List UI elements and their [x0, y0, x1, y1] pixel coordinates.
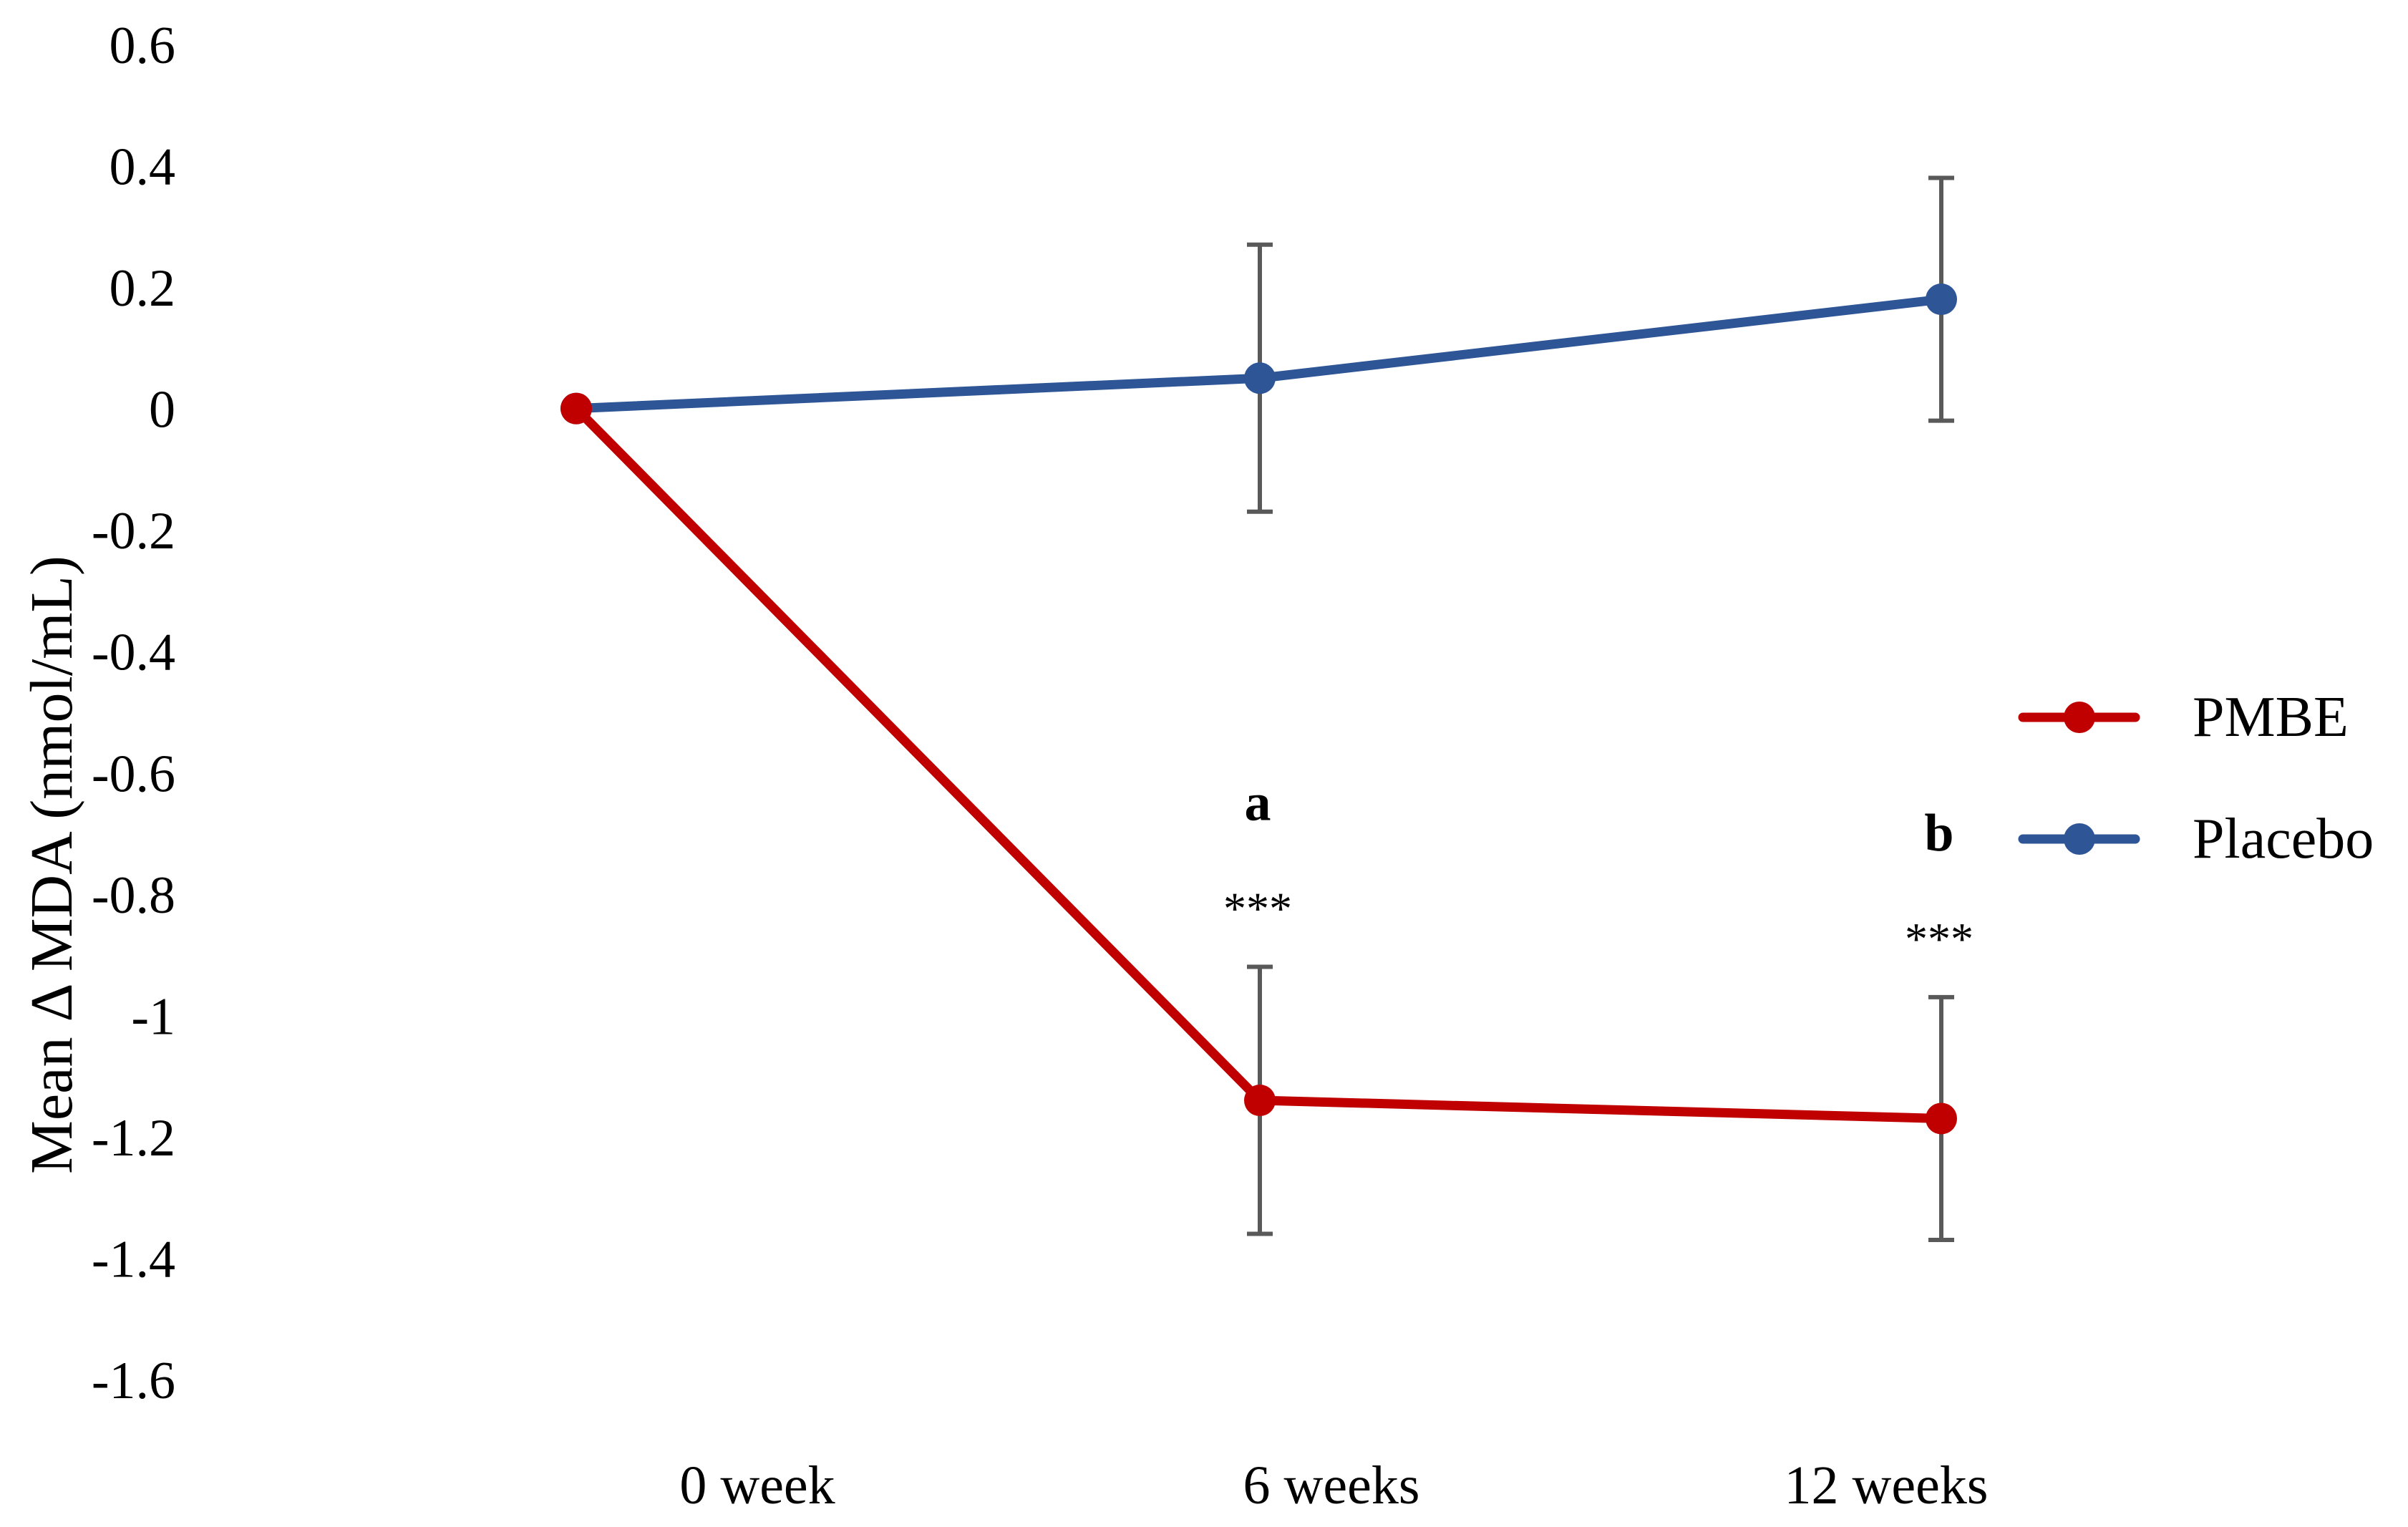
significance-letter: b [1924, 804, 1953, 863]
legend-marker [2064, 823, 2095, 855]
data-points [560, 283, 1957, 1135]
y-tick-label: -0.8 [92, 866, 175, 925]
legend-item-placebo: Placebo [2018, 808, 2374, 871]
y-tick-label: -1.4 [92, 1230, 175, 1289]
y-tick-label: 0.2 [110, 259, 176, 318]
significance-stars: *** [1223, 883, 1292, 934]
y-tick-label: -0.6 [92, 745, 175, 803]
x-tick-label: 12 weeks [1785, 1455, 1989, 1516]
significance-annotations: *** a *** b [1223, 774, 1974, 964]
data-point-pmbe [1926, 1102, 1957, 1135]
x-tick-label: 6 weeks [1243, 1455, 1420, 1516]
x-tick-label: 0 week [679, 1455, 835, 1516]
y-tick-label: -0.2 [92, 502, 175, 561]
legend: PMBE Placebo [2018, 686, 2374, 871]
y-tick-label: -1.2 [92, 1109, 175, 1168]
y-tick-label: -1 [131, 987, 175, 1046]
y-tick-label: 0.6 [110, 16, 176, 75]
x-tick-labels: 0 week 6 weeks 12 weeks [679, 1455, 1988, 1516]
legend-label: Placebo [2193, 808, 2374, 871]
significance-letter: a [1245, 774, 1271, 833]
data-point-pmbe [560, 392, 592, 425]
y-tick-label: -0.4 [92, 624, 175, 682]
data-point-pmbe [1244, 1085, 1276, 1117]
legend-label: PMBE [2193, 686, 2349, 749]
significance-stars: *** [1905, 913, 1974, 964]
data-point-placebo [1926, 283, 1957, 316]
y-tick-label: 0.4 [110, 138, 176, 197]
data-point-placebo [1244, 362, 1276, 394]
y-axis-label: Mean Δ MDA (nmol/mL) [19, 556, 85, 1174]
legend-item-pmbe: PMBE [2018, 686, 2349, 749]
legend-marker [2064, 702, 2095, 733]
y-tick-labels: 0.6 0.4 0.2 0 -0.2 -0.4 -0.6 -0.8 -1 -1.2 -1.4 -1.6 [92, 16, 175, 1410]
y-tick-label: 0 [149, 381, 175, 440]
y-tick-label: -1.6 [92, 1352, 175, 1410]
